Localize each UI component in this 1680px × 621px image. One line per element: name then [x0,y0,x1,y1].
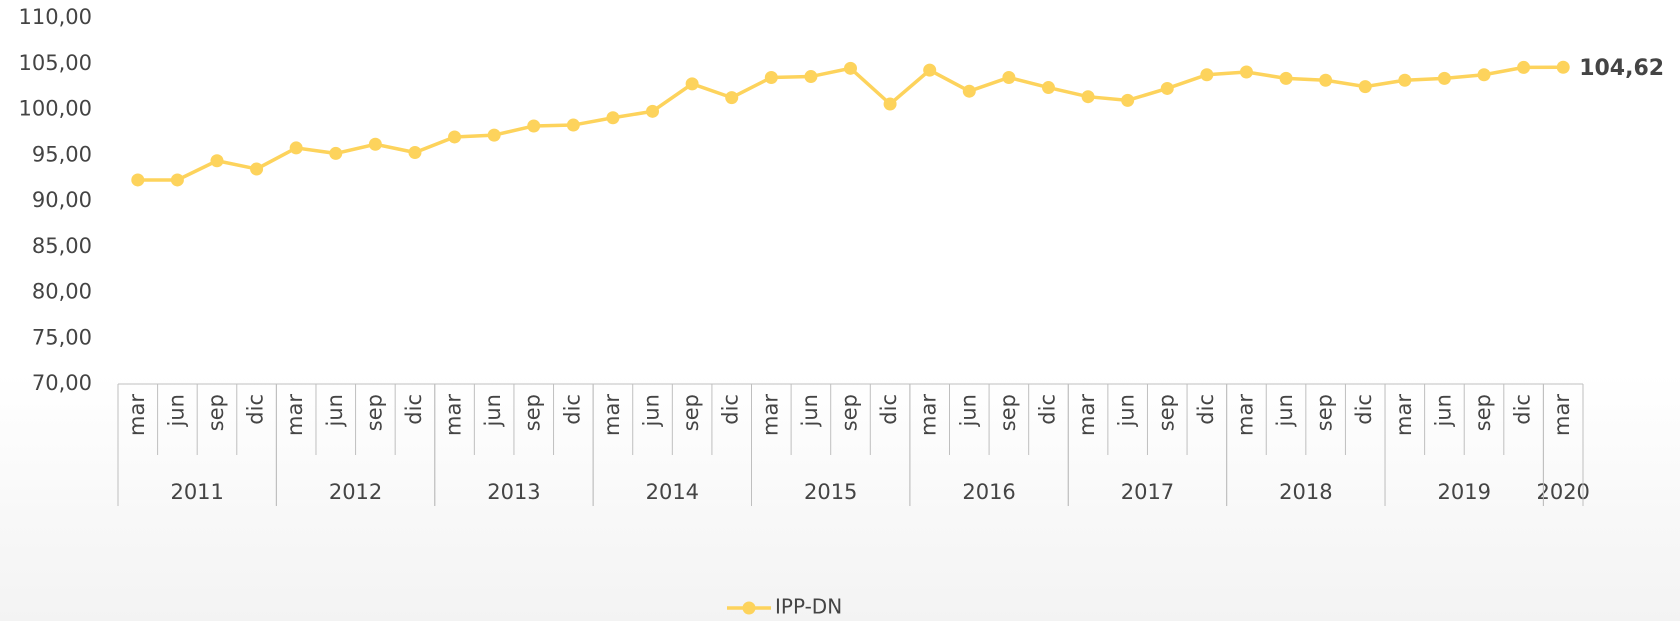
data-point [527,119,541,133]
x-tick-label: dic [1194,394,1218,425]
data-point [606,111,620,125]
y-tick-label: 85,00 [32,234,92,258]
data-point [1358,80,1372,94]
x-tick-label: jun [481,394,505,427]
x-tick-label: sep [996,394,1020,431]
data-point [329,146,343,160]
data-point [250,162,264,176]
x-tick-label: sep [679,394,703,431]
x-tick-label: dic [1352,394,1376,425]
data-point [566,118,580,132]
data-point [1319,73,1333,87]
year-label: 2012 [329,480,382,504]
data-point [1041,81,1055,95]
x-tick-label: jun [1115,394,1139,427]
data-point [289,141,303,155]
x-tick-label: mar [1075,394,1099,436]
x-tick-label: jun [164,394,188,427]
year-label: 2016 [962,480,1015,504]
x-tick-label: mar [600,394,624,436]
data-point [1437,71,1451,85]
x-tick-label: jun [323,394,347,427]
x-tick-label: mar [125,394,149,436]
data-point [1279,71,1293,85]
data-point [844,61,857,75]
data-point [646,104,660,118]
data-point [1121,93,1135,107]
data-point [170,173,184,187]
year-label: 2018 [1279,480,1332,504]
x-tick-label: dic [1035,394,1059,425]
legend-marker [742,601,756,615]
data-point [448,130,462,144]
x-tick-label: sep [204,394,228,431]
y-tick-label: 110,00 [19,5,92,29]
x-tick-label: mar [758,394,782,436]
x-tick-label: mar [442,394,466,436]
year-label: 2011 [170,480,223,504]
x-tick-label: dic [719,394,743,425]
y-tick-label: 90,00 [32,188,92,212]
year-label: 2015 [804,480,857,504]
x-tick-label: sep [362,394,386,431]
data-point [1239,65,1253,79]
x-tick-label: jun [798,394,822,427]
series-line [137,65,1564,182]
data-point [1517,60,1531,74]
data-point [1081,90,1095,104]
year-label: 2019 [1437,480,1490,504]
x-tick-label: dic [402,394,426,425]
data-point [210,154,224,168]
x-tick-label: mar [1233,394,1257,436]
y-tick-label: 75,00 [32,325,92,349]
year-label: 2017 [1121,480,1174,504]
x-tick-label: mar [283,394,307,436]
data-point [962,84,976,98]
data-point [923,63,937,77]
year-label: 2014 [646,480,699,504]
legend-label: IPP-DN [775,595,842,619]
x-tick-label: jun [956,394,980,427]
data-point [408,146,422,160]
x-tick-label: sep [1471,394,1495,431]
data-label: 104,62 [1579,56,1664,81]
y-tick-label: 95,00 [32,142,92,166]
y-tick-label: 100,00 [19,97,92,121]
data-point [804,70,818,84]
x-tick-label: jun [1431,394,1455,427]
x-tick-label: dic [877,394,901,425]
data-point [1160,81,1174,95]
data-point [764,70,778,84]
y-tick-label: 105,00 [19,51,92,75]
data-point [1002,70,1016,84]
data-point [1200,68,1214,82]
x-tick-label: dic [1511,394,1535,425]
data-point [1556,60,1570,74]
data-point [487,128,501,142]
x-tick-label: mar [1392,394,1416,436]
data-point [368,137,382,151]
data-point [131,173,145,187]
data-point [685,77,699,91]
x-tick-label: sep [1313,394,1337,431]
x-tick-label: mar [917,394,941,436]
x-tick-label: dic [244,394,268,425]
x-tick-label: jun [1273,394,1297,427]
data-point [725,91,739,105]
year-label: 2013 [487,480,540,504]
x-tick-label: sep [838,394,862,431]
x-tick-label: sep [521,394,545,431]
y-tick-label: 70,00 [32,371,92,395]
data-point [883,97,897,111]
data-point [1477,68,1491,82]
data-point [1398,73,1412,87]
x-tick-label: mar [1550,394,1574,436]
y-tick-label: 80,00 [32,280,92,304]
x-tick-label: jun [640,394,664,427]
year-label: 2020 [1536,480,1589,504]
x-tick-label: sep [1154,394,1178,431]
x-tick-label: dic [560,394,584,425]
